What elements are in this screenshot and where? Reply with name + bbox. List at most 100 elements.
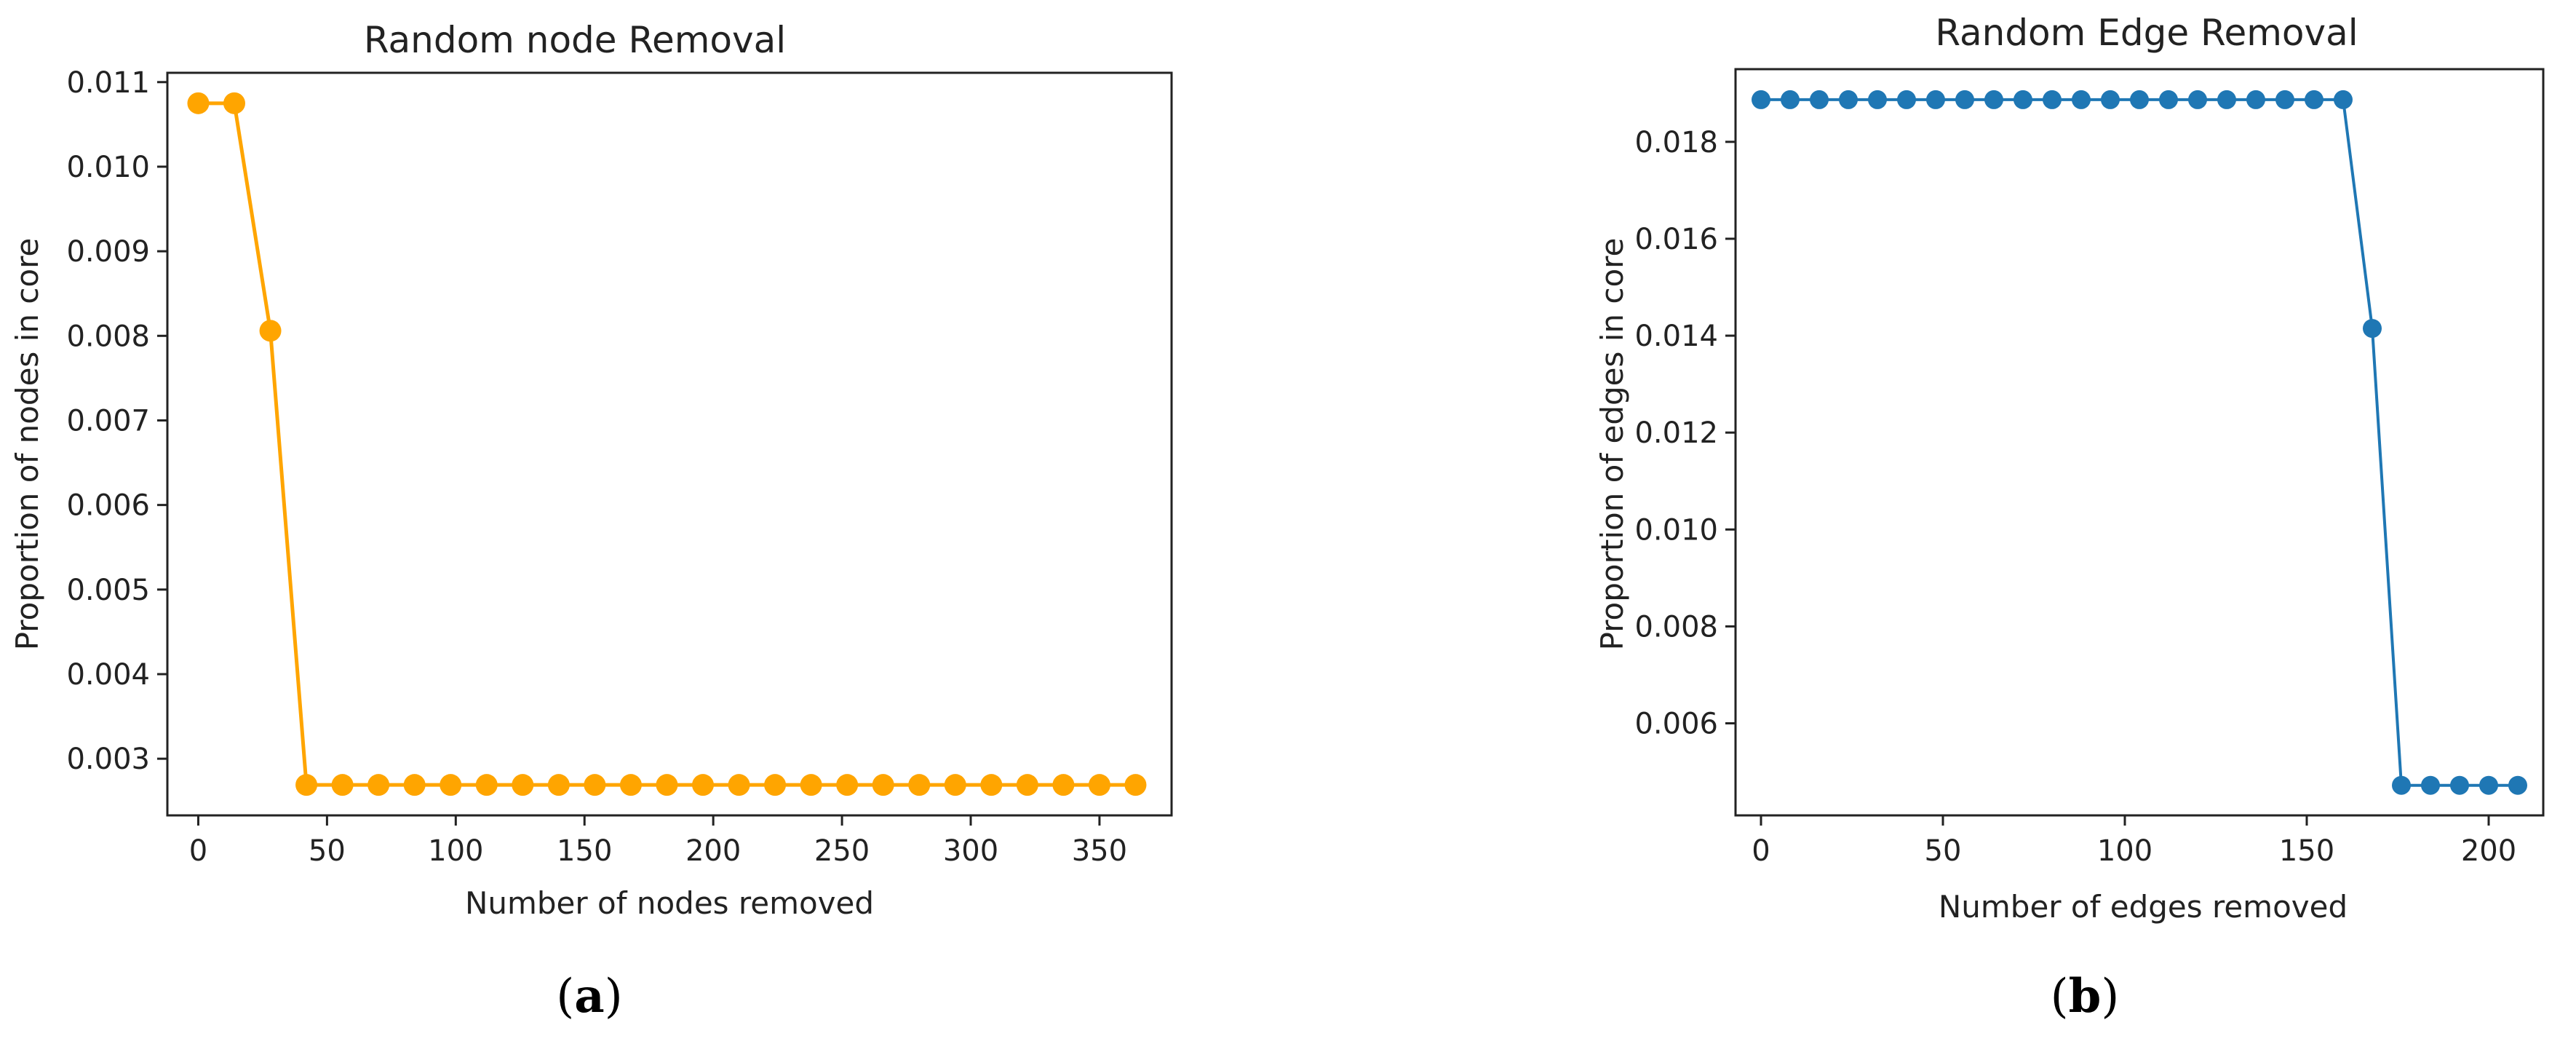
chart-a-data-point bbox=[1088, 774, 1110, 796]
chart-a-y-tick-label: 0.003 bbox=[66, 743, 150, 776]
chart-b-data-point bbox=[2305, 90, 2323, 109]
chart-a-y-tick-label: 0.006 bbox=[66, 489, 150, 523]
chart-panel-a: Random node Removal 0 50 100 150 200 250 300 35… bbox=[9, 19, 1173, 1024]
chart-a-y-tick-label: 0.011 bbox=[66, 66, 150, 100]
chart-b-data-point bbox=[2508, 775, 2527, 795]
chart-b-plot-frame bbox=[1734, 68, 2545, 817]
chart-a-x-tick-label: 350 bbox=[1072, 834, 1127, 868]
chart-a-data-point bbox=[331, 774, 354, 796]
chart-b-data-point bbox=[1810, 90, 1829, 109]
chart-a-data-point bbox=[1052, 774, 1075, 796]
chart-a-x-axis: 0 50 100 150 200 250 300 350 bbox=[189, 815, 1127, 868]
chart-panel-b: Random Edge Removal 0 50 100 150 200 0.0060.… bbox=[1594, 12, 2545, 1024]
chart-a-data-point bbox=[367, 774, 390, 796]
chart-a-data-point bbox=[619, 774, 642, 796]
chart-a-data-point bbox=[764, 774, 787, 796]
chart-b-data-point bbox=[2072, 90, 2091, 109]
chart-b-data-point bbox=[2334, 90, 2353, 109]
chart-a-plot-frame bbox=[166, 71, 1173, 817]
chart-b-data-point bbox=[2130, 90, 2149, 109]
chart-b-data-point bbox=[1984, 90, 2003, 109]
chart-a-x-tick-label: 100 bbox=[428, 834, 483, 868]
chart-b-data-point bbox=[1781, 90, 1800, 109]
chart-b-y-tick-label: 0.006 bbox=[1634, 708, 1718, 741]
chart-b-y-tick-label: 0.016 bbox=[1634, 223, 1718, 256]
chart-b-data-point bbox=[2421, 775, 2440, 795]
chart-a-y-tick-label: 0.009 bbox=[66, 235, 150, 269]
chart-b-x-axis: 0 50 100 150 200 bbox=[1752, 815, 2516, 868]
chart-a-x-axis-label: Number of nodes removed bbox=[465, 885, 874, 921]
chart-a-data-point bbox=[800, 774, 822, 796]
chart-a-x-tick-label: 250 bbox=[814, 834, 870, 868]
chart-b-y-tick-label: 0.012 bbox=[1634, 416, 1718, 450]
chart-a-data-point bbox=[656, 774, 678, 796]
chart-b-data-point bbox=[2101, 90, 2120, 109]
chart-a-data-point bbox=[547, 774, 570, 796]
chart-a-caption: (a) bbox=[556, 969, 622, 1024]
chart-a-data-point bbox=[1124, 774, 1147, 796]
chart-b-y-tick-label: 0.008 bbox=[1634, 610, 1718, 644]
chart-b-data-point bbox=[2450, 775, 2469, 795]
chart-a-data-point bbox=[512, 774, 534, 796]
chart-a-data-point bbox=[980, 774, 1003, 796]
chart-b-series-line bbox=[1761, 98, 2518, 787]
chart-b-caption: (b) bbox=[2051, 969, 2120, 1024]
chart-a-y-axis-label: Proportion of nodes in core bbox=[9, 238, 45, 651]
chart-b-data-point bbox=[2159, 90, 2178, 109]
chart-a-data-point bbox=[259, 320, 282, 342]
chart-b-x-axis-label: Number of edges removed bbox=[1939, 889, 2348, 925]
chart-a-x-tick-label: 200 bbox=[685, 834, 741, 868]
chart-a-x-tick-label: 300 bbox=[943, 834, 998, 868]
chart-a-data-point bbox=[836, 774, 859, 796]
chart-b-y-tick-label: 0.018 bbox=[1634, 126, 1718, 159]
chart-b-data-point bbox=[2275, 90, 2294, 109]
chart-b-data-point bbox=[2043, 90, 2062, 109]
chart-a-x-tick-label: 0 bbox=[189, 834, 207, 868]
chart-a-y-tick-label: 0.007 bbox=[66, 404, 150, 438]
chart-a-y-tick-label: 0.004 bbox=[66, 658, 150, 692]
chart-b-series bbox=[1752, 90, 2527, 795]
chart-a-data-point bbox=[223, 92, 245, 114]
chart-a-data-point bbox=[584, 774, 606, 796]
chart-b-y-tick-label: 0.010 bbox=[1634, 513, 1718, 547]
chart-b-data-point bbox=[2392, 775, 2411, 795]
chart-a-data-point bbox=[403, 774, 426, 796]
chart-b-caption-letter: b bbox=[2069, 969, 2102, 1024]
chart-a-x-tick-label: 50 bbox=[309, 834, 346, 868]
chart-b-data-point bbox=[2363, 319, 2382, 339]
chart-b-x-tick-label: 0 bbox=[1752, 834, 1770, 868]
chart-a-series-line bbox=[198, 101, 1136, 787]
chart-a-title: Random node Removal bbox=[364, 19, 786, 61]
chart-a-data-point bbox=[692, 774, 714, 796]
chart-b-x-tick-label: 150 bbox=[2279, 834, 2334, 868]
chart-a-data-point bbox=[295, 774, 318, 796]
chart-b-data-point bbox=[1926, 90, 1945, 109]
chart-a-data-point bbox=[872, 774, 894, 796]
chart-b-data-point bbox=[2479, 775, 2498, 795]
chart-b-data-point bbox=[2217, 90, 2236, 109]
chart-a-data-point bbox=[944, 774, 966, 796]
chart-a-x-tick-label: 150 bbox=[557, 834, 612, 868]
chart-a-caption-letter: a bbox=[574, 969, 604, 1024]
chart-b-y-axis-label: Proportion of edges in core bbox=[1594, 238, 1630, 651]
chart-a-y-axis: 0.003 0.004 0.005 0.006 0.007 0.008 0.009 0.010… bbox=[66, 66, 167, 776]
chart-b-data-point bbox=[1839, 90, 1858, 109]
chart-a-data-point bbox=[475, 774, 498, 796]
chart-b-x-tick-label: 200 bbox=[2461, 834, 2516, 868]
chart-a-y-tick-label: 0.005 bbox=[66, 574, 150, 607]
chart-a-data-point bbox=[187, 92, 210, 114]
chart-a-data-point bbox=[908, 774, 931, 796]
chart-b-y-tick-label: 0.014 bbox=[1634, 320, 1718, 353]
chart-b-data-point bbox=[2014, 90, 2032, 109]
chart-a-data-point bbox=[440, 774, 462, 796]
chart-a-data-point bbox=[1016, 774, 1038, 796]
chart-b-x-tick-label: 100 bbox=[2097, 834, 2152, 868]
chart-b-data-point bbox=[1955, 90, 1974, 109]
chart-b-data-point bbox=[1868, 90, 1887, 109]
chart-a-y-tick-label: 0.008 bbox=[66, 320, 150, 353]
chart-b-title: Random Edge Removal bbox=[1935, 12, 2358, 54]
chart-b-data-point bbox=[1752, 90, 1770, 109]
chart-b-data-point bbox=[2246, 90, 2265, 109]
chart-a-series bbox=[187, 92, 1147, 796]
